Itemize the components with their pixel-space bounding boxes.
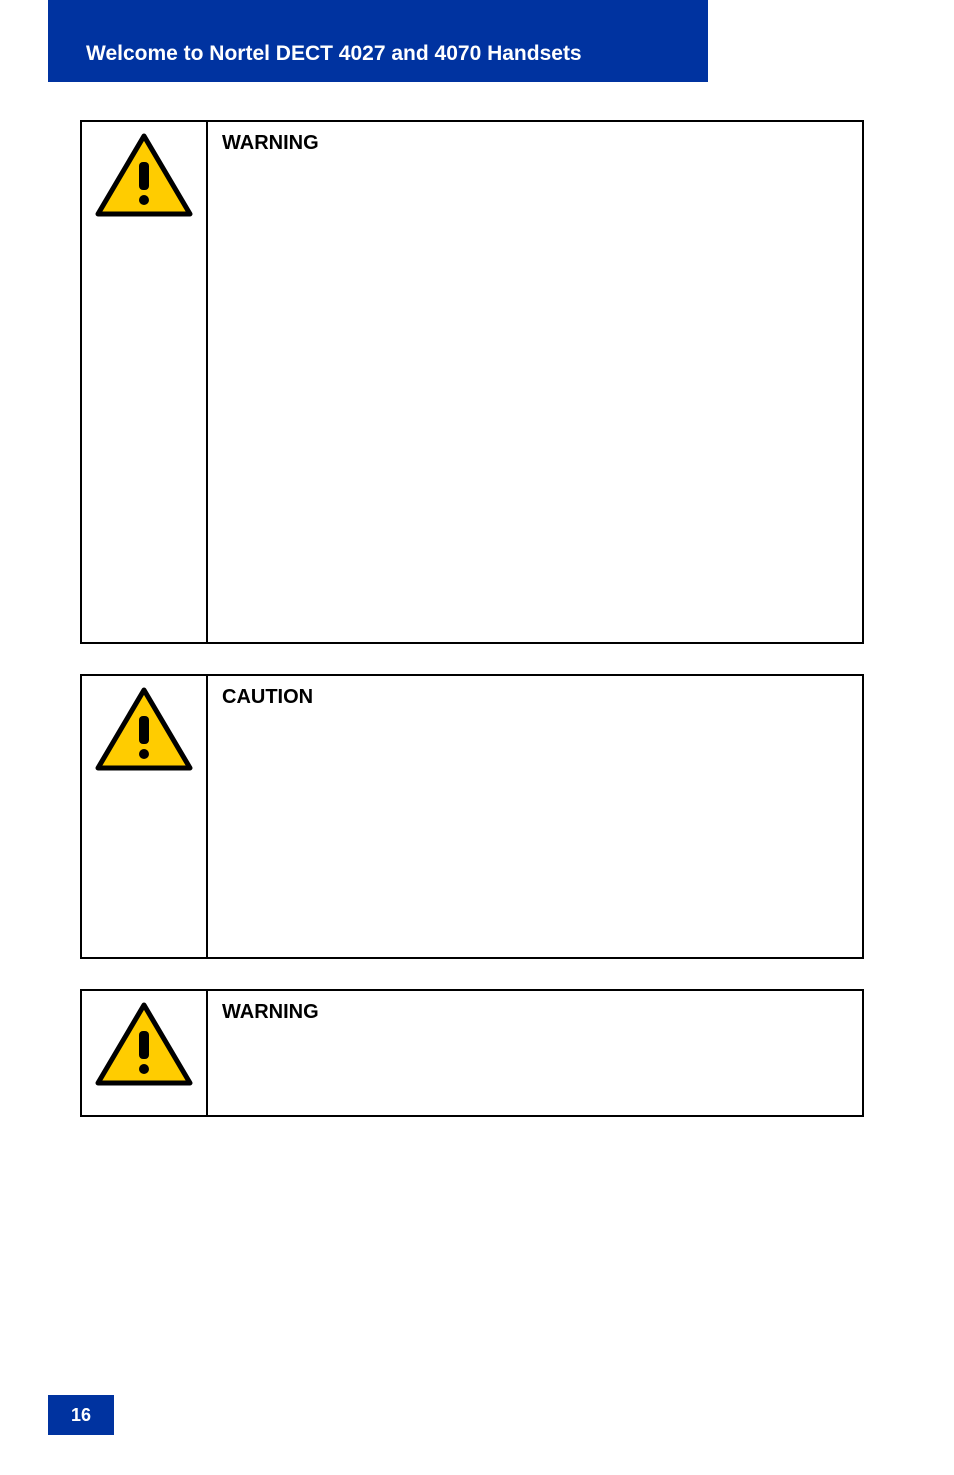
page-header: Welcome to Nortel DECT 4027 and 4070 Han… bbox=[48, 0, 708, 82]
page-title: Welcome to Nortel DECT 4027 and 4070 Han… bbox=[86, 42, 582, 66]
callout-label: WARNING bbox=[222, 1001, 319, 1023]
warning-triangle-icon bbox=[94, 132, 194, 220]
warning-triangle-icon bbox=[94, 686, 194, 774]
callout-text-cell: WARNING bbox=[208, 122, 862, 642]
page-number: 16 bbox=[48, 1395, 114, 1435]
callout-text-cell: WARNING bbox=[208, 991, 862, 1115]
warning-box-1: WARNING bbox=[80, 120, 864, 644]
caution-box: CAUTION bbox=[80, 674, 864, 959]
page-number-text: 16 bbox=[71, 1405, 91, 1426]
callout-label: WARNING bbox=[222, 132, 319, 154]
caution-icon-cell bbox=[82, 676, 208, 957]
content-area: WARNING CAUTION WARNING bbox=[0, 82, 954, 1117]
warning-icon-cell bbox=[82, 991, 208, 1115]
warning-box-2: WARNING bbox=[80, 989, 864, 1117]
callout-label: CAUTION bbox=[222, 686, 313, 708]
warning-triangle-icon bbox=[94, 1001, 194, 1089]
callout-text-cell: CAUTION bbox=[208, 676, 862, 957]
warning-icon-cell bbox=[82, 122, 208, 642]
